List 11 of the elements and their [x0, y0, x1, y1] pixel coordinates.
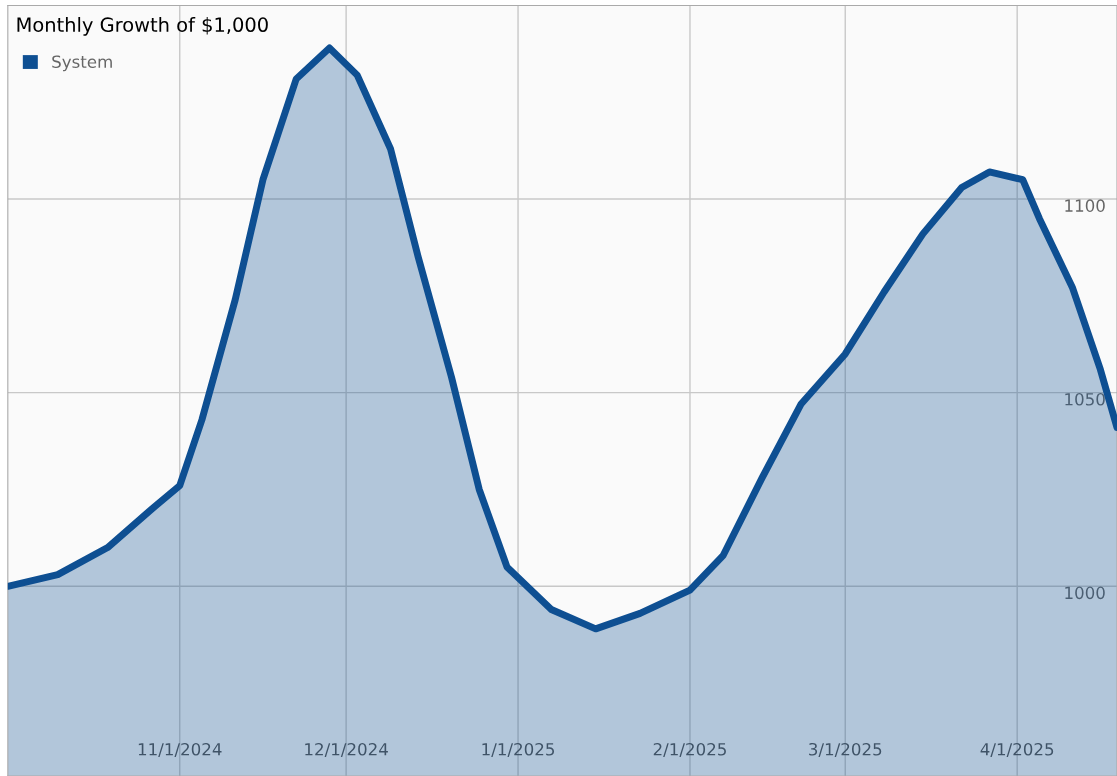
legend-label: System: [52, 55, 112, 72]
x-tick-label: 12/1/2024: [305, 742, 388, 757]
x-tick-label: 3/1/2025: [809, 742, 882, 757]
x-tick-label: 11/1/2024: [138, 742, 222, 757]
y-tick-label: 1100: [1065, 199, 1105, 212]
y-tick-label: 1050: [1065, 392, 1105, 406]
x-tick-label: 2/1/2025: [653, 742, 726, 757]
x-tick-label: 1/1/2025: [482, 742, 555, 757]
text: Monthly Growth of $1,000: [17, 16, 268, 36]
x-tick-label: 4/1/2025: [980, 742, 1054, 757]
y-tick-label: 1000: [1065, 586, 1105, 600]
